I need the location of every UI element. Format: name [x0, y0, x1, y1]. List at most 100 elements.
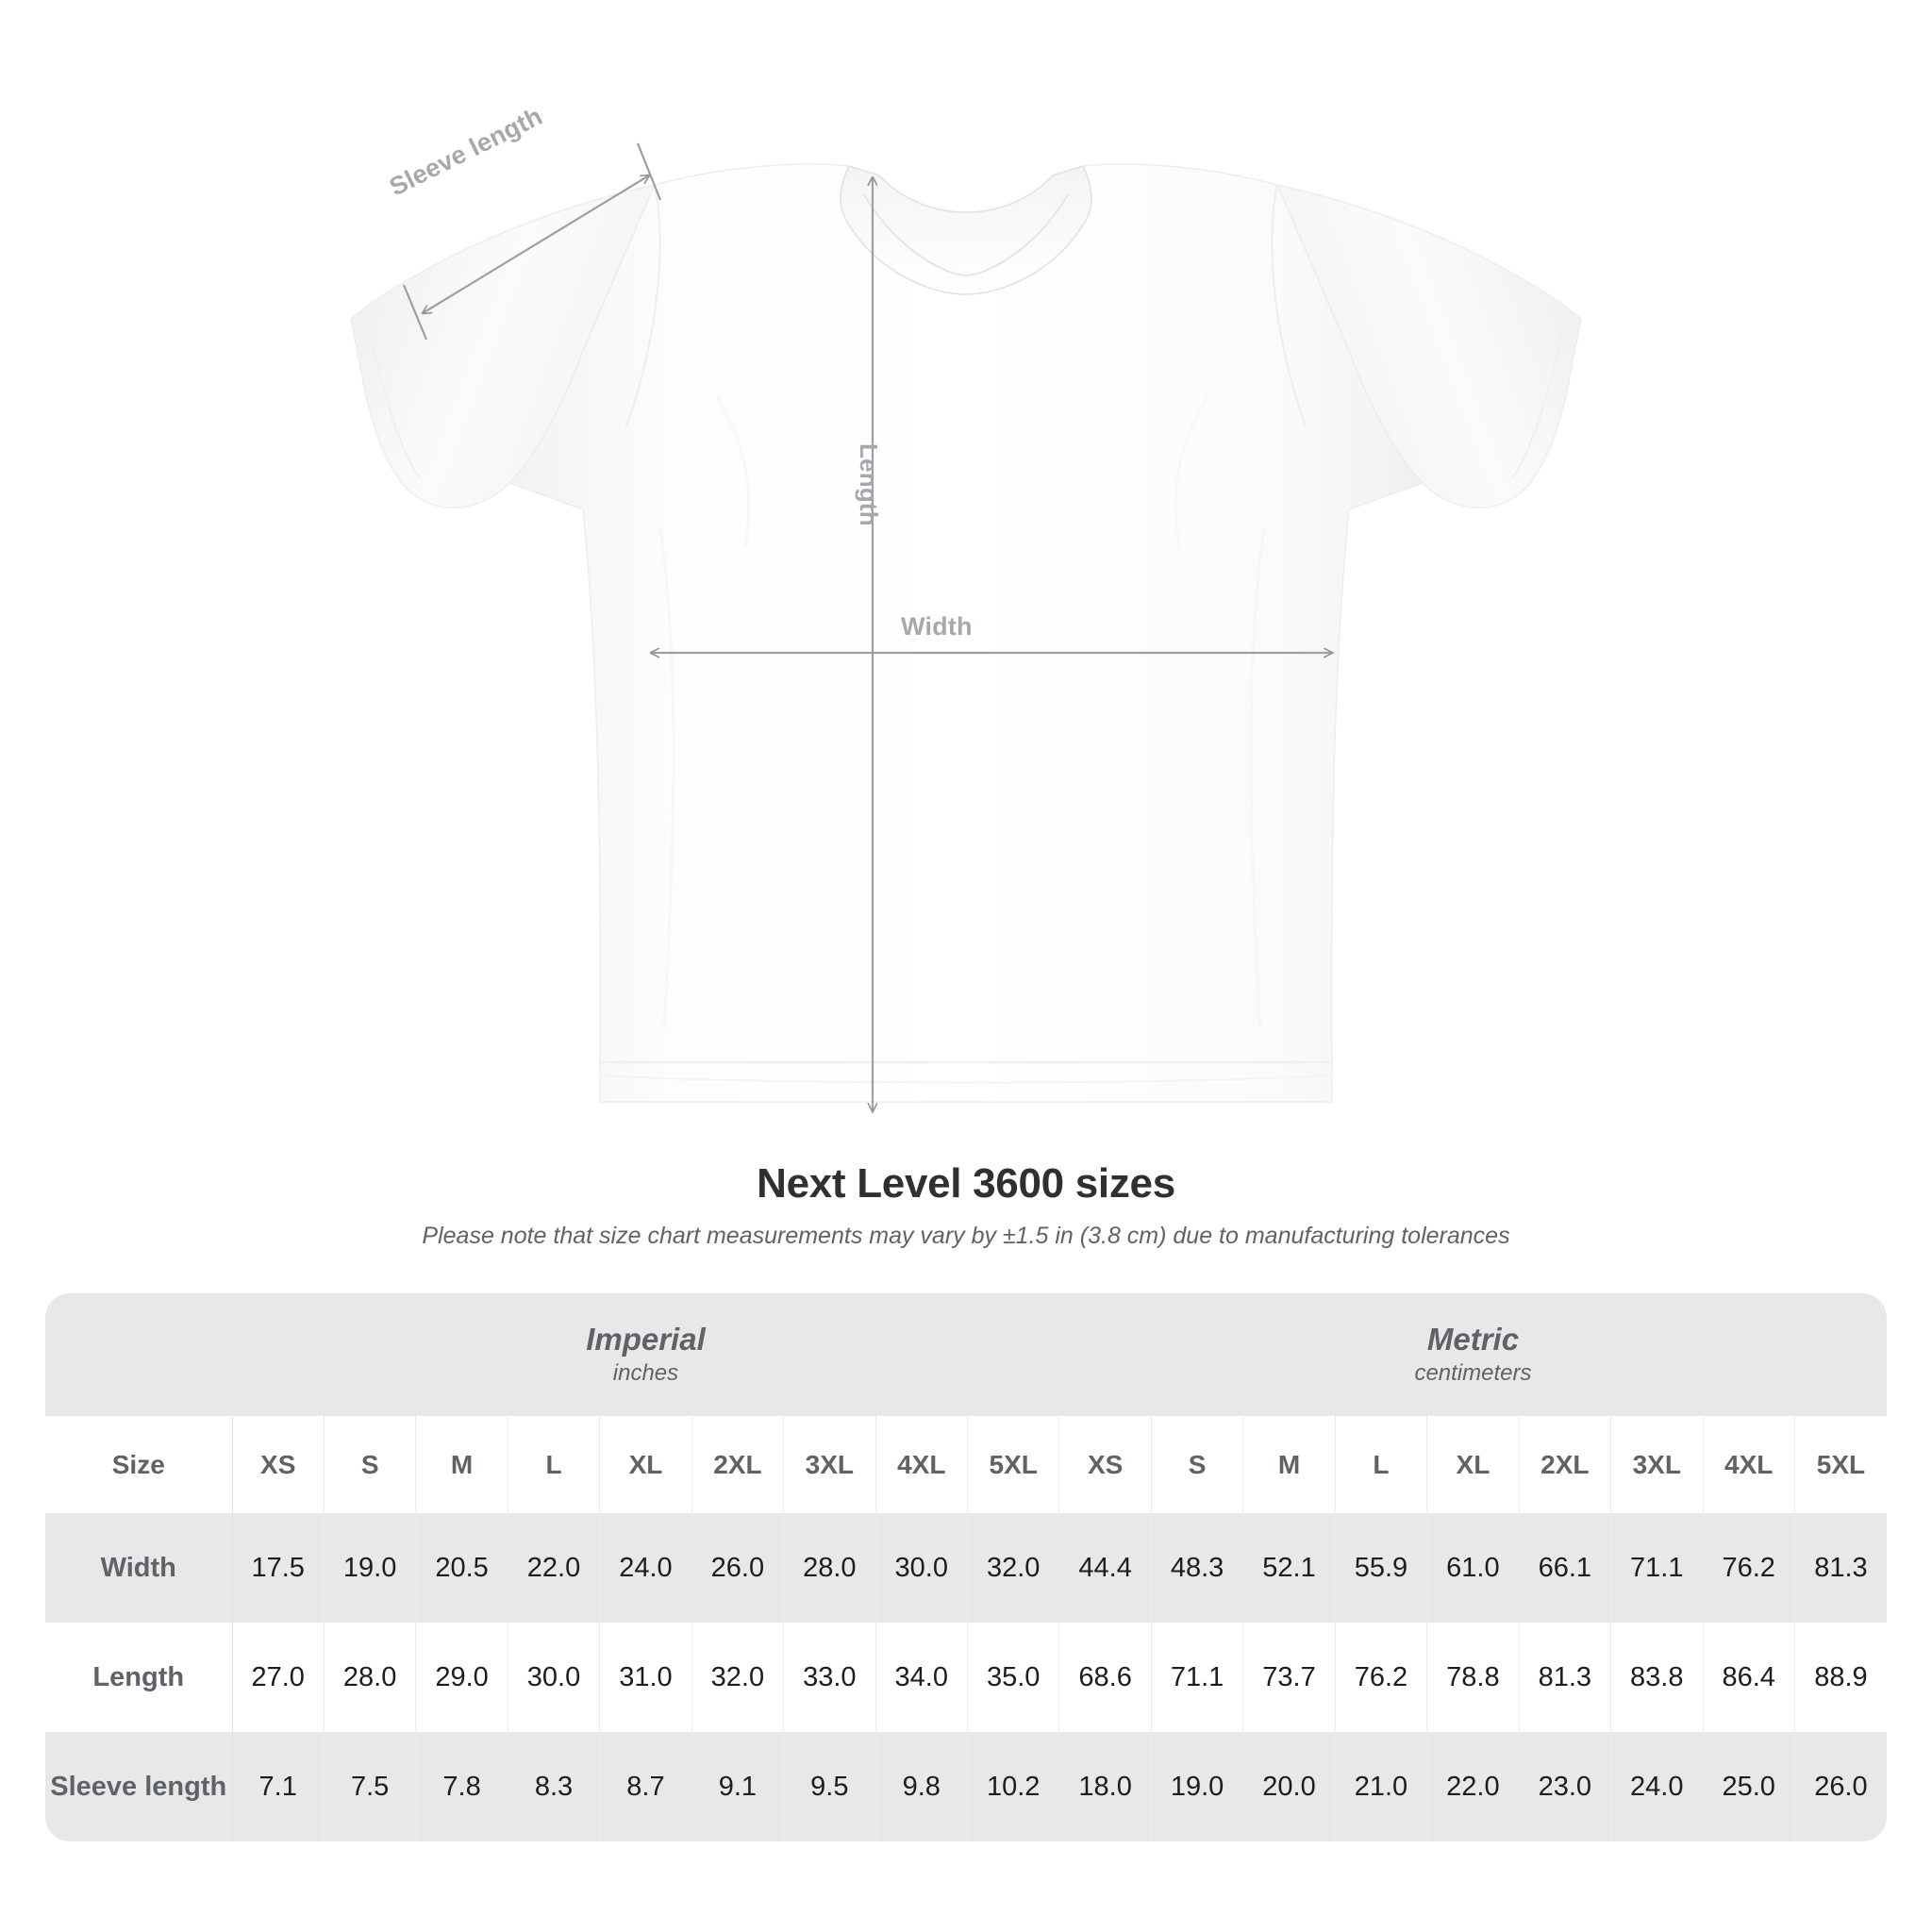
cell-length-imperial-4xl: 34.0 — [875, 1623, 969, 1732]
cell-sleeve-imperial-2xl: 9.1 — [691, 1732, 785, 1841]
size-header-imperial-m: M — [415, 1416, 508, 1513]
size-header-metric-l: L — [1335, 1416, 1428, 1513]
cell-width-imperial-xl: 24.0 — [599, 1513, 692, 1623]
cell-sleeve-imperial-4xl: 9.8 — [875, 1732, 969, 1841]
cell-length-metric-5xl: 88.9 — [1794, 1623, 1887, 1732]
size-header-imperial-xl: XL — [599, 1416, 692, 1513]
cell-width-imperial-5xl: 32.0 — [967, 1513, 1060, 1623]
cell-sleeve-metric-2xl: 23.0 — [1519, 1732, 1612, 1841]
cell-length-imperial-2xl: 32.0 — [691, 1623, 785, 1732]
unit-group-metric-name: Metric — [1426, 1322, 1520, 1357]
cell-length-metric-s: 71.1 — [1151, 1623, 1244, 1732]
cell-length-metric-4xl: 86.4 — [1703, 1623, 1795, 1732]
cell-length-imperial-xl: 31.0 — [599, 1623, 692, 1732]
page-title: Next Level 3600 sizes — [757, 1160, 1175, 1207]
size-header-imperial-4xl: 4XL — [875, 1416, 969, 1513]
cell-length-metric-2xl: 81.3 — [1519, 1623, 1612, 1732]
sleeve-length-arrow — [423, 175, 649, 313]
measurement-lines — [402, 142, 1332, 1111]
cell-length-imperial-s: 28.0 — [324, 1623, 417, 1732]
cell-width-imperial-2xl: 26.0 — [691, 1513, 785, 1623]
size-header-imperial-2xl: 2XL — [691, 1416, 785, 1513]
cell-width-imperial-s: 19.0 — [324, 1513, 417, 1623]
cell-length-imperial-3xl: 33.0 — [783, 1623, 876, 1732]
unit-group-metric-sub: centimeters — [1414, 1359, 1532, 1386]
size-header-metric-s: S — [1151, 1416, 1244, 1513]
cell-width-imperial-xs: 17.5 — [232, 1513, 325, 1623]
cell-width-metric-s: 48.3 — [1151, 1513, 1244, 1623]
size-header-imperial-5xl: 5XL — [967, 1416, 1060, 1513]
cell-width-imperial-3xl: 28.0 — [783, 1513, 876, 1623]
cell-width-metric-3xl: 71.1 — [1610, 1513, 1704, 1623]
cell-sleeve-metric-m: 20.0 — [1242, 1732, 1336, 1841]
cell-width-imperial-m: 20.5 — [415, 1513, 508, 1623]
cell-sleeve-metric-xs: 18.0 — [1058, 1732, 1152, 1841]
tshirt-illustration — [350, 142, 1582, 1160]
unit-group-imperial-sub: inches — [612, 1359, 679, 1386]
cell-width-metric-2xl: 66.1 — [1519, 1513, 1612, 1623]
cell-length-metric-3xl: 83.8 — [1610, 1623, 1704, 1732]
size-header-metric-xl: XL — [1426, 1416, 1520, 1513]
cell-sleeve-metric-s: 19.0 — [1151, 1732, 1244, 1841]
title-block: Next Level 3600 sizes Please note that s… — [0, 1160, 1932, 1250]
cell-sleeve-metric-xl: 22.0 — [1426, 1732, 1520, 1841]
tolerance-note: Please note that size chart measurements… — [422, 1223, 1510, 1249]
size-table-wrapper: Imperial inches Metric centimeters Size … — [45, 1293, 1887, 1841]
cell-width-metric-m: 52.1 — [1242, 1513, 1336, 1623]
cell-width-metric-xs: 44.4 — [1058, 1513, 1152, 1623]
cell-width-imperial-l: 22.0 — [508, 1513, 601, 1623]
cell-width-metric-xl: 61.0 — [1426, 1513, 1520, 1623]
cell-length-imperial-xs: 27.0 — [232, 1623, 325, 1732]
table-row: Width 17.5 19.0 20.5 22.0 24.0 26.0 28.0… — [45, 1513, 1887, 1623]
size-header-metric-4xl: 4XL — [1703, 1416, 1795, 1513]
size-header-metric-5xl: 5XL — [1794, 1416, 1887, 1513]
cell-length-metric-l: 76.2 — [1335, 1623, 1428, 1732]
width-label: Width — [901, 612, 973, 641]
cell-sleeve-imperial-5xl: 10.2 — [967, 1732, 1060, 1841]
cell-sleeve-imperial-s: 7.5 — [324, 1732, 417, 1841]
unit-corner-cell — [45, 1293, 232, 1416]
cell-sleeve-imperial-l: 8.3 — [508, 1732, 601, 1841]
cell-sleeve-metric-5xl: 26.0 — [1794, 1732, 1887, 1841]
cell-length-imperial-m: 29.0 — [415, 1623, 508, 1732]
cell-sleeve-metric-l: 21.0 — [1335, 1732, 1428, 1841]
cell-width-metric-l: 55.9 — [1335, 1513, 1428, 1623]
cell-sleeve-metric-4xl: 25.0 — [1703, 1732, 1795, 1841]
unit-group-imperial-name: Imperial — [586, 1322, 706, 1357]
unit-group-metric: Metric centimeters — [1058, 1293, 1887, 1416]
cell-width-imperial-4xl: 30.0 — [875, 1513, 969, 1623]
table-row: Sleeve length 7.1 7.5 7.8 8.3 8.7 9.1 9.… — [45, 1732, 1887, 1841]
length-label: Length — [855, 443, 883, 526]
unit-group-imperial: Imperial inches — [232, 1293, 1059, 1416]
cell-length-metric-m: 73.7 — [1242, 1623, 1336, 1732]
unit-header-row: Imperial inches Metric centimeters — [45, 1293, 1887, 1416]
cell-sleeve-imperial-xs: 7.1 — [232, 1732, 325, 1841]
cell-sleeve-imperial-3xl: 9.5 — [783, 1732, 876, 1841]
row-label-width: Width — [45, 1513, 233, 1623]
cell-sleeve-metric-3xl: 24.0 — [1610, 1732, 1704, 1841]
shirt-body-shape — [350, 163, 1582, 1103]
size-header-label: Size — [45, 1416, 233, 1513]
size-header-imperial-xs: XS — [232, 1416, 325, 1513]
cell-sleeve-imperial-xl: 8.7 — [599, 1732, 692, 1841]
size-header-metric-m: M — [1242, 1416, 1336, 1513]
row-label-length: Length — [45, 1623, 233, 1732]
size-header-metric-3xl: 3XL — [1610, 1416, 1704, 1513]
size-header-imperial-s: S — [324, 1416, 417, 1513]
size-header-metric-2xl: 2XL — [1519, 1416, 1612, 1513]
cell-width-metric-4xl: 76.2 — [1703, 1513, 1795, 1623]
cell-length-metric-xs: 68.6 — [1058, 1623, 1152, 1732]
size-header-imperial-3xl: 3XL — [783, 1416, 876, 1513]
size-header-imperial-l: L — [508, 1416, 601, 1513]
size-header-metric-xs: XS — [1058, 1416, 1152, 1513]
row-label-sleeve-length: Sleeve length — [45, 1732, 233, 1841]
table-row: Length 27.0 28.0 29.0 30.0 31.0 32.0 33.… — [45, 1623, 1887, 1732]
cell-length-imperial-l: 30.0 — [508, 1623, 601, 1732]
tshirt-diagram: Sleeve length Length Width — [350, 102, 1582, 1160]
cell-width-metric-5xl: 81.3 — [1794, 1513, 1887, 1623]
cell-length-imperial-5xl: 35.0 — [967, 1623, 1060, 1732]
cell-sleeve-imperial-m: 7.8 — [415, 1732, 508, 1841]
size-chart-table: Imperial inches Metric centimeters Size … — [45, 1293, 1887, 1841]
cell-length-metric-xl: 78.8 — [1426, 1623, 1520, 1732]
size-header-row: Size XS S M L XL 2XL 3XL 4XL 5XL XS S M … — [45, 1416, 1887, 1513]
